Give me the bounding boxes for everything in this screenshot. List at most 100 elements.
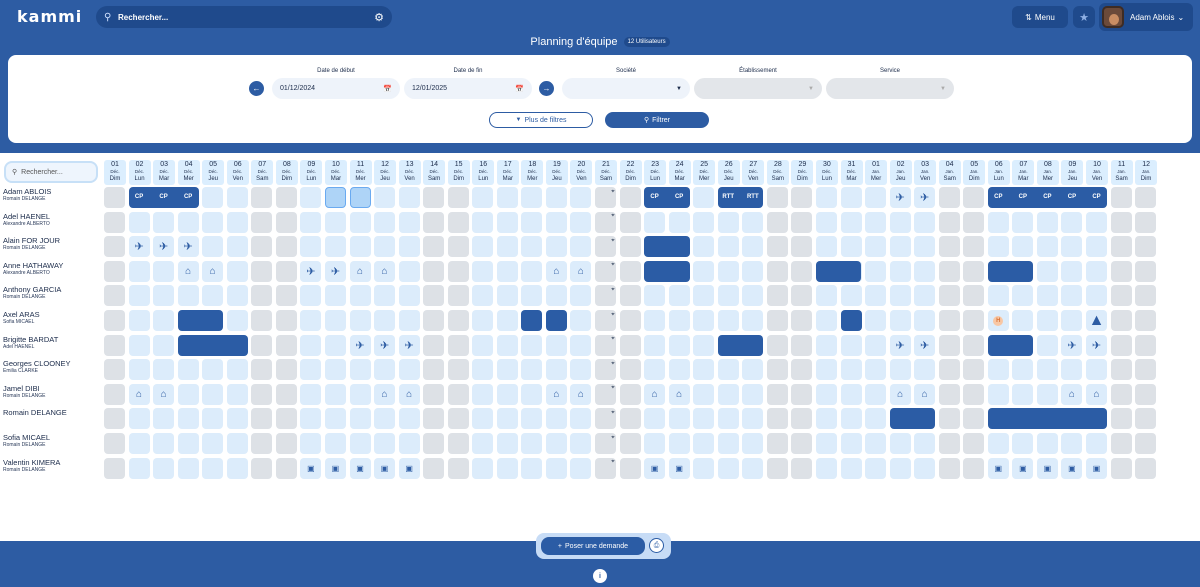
day-cell[interactable] [1012,285,1034,307]
day-cell[interactable] [570,211,592,233]
day-cell[interactable] [128,433,150,454]
pin-icon[interactable]: ⌖ [611,360,615,367]
day-cell[interactable] [423,310,445,331]
day-cell[interactable] [914,187,936,208]
day-cell[interactable] [1135,187,1157,208]
day-cell[interactable] [398,359,420,381]
day-cell[interactable] [1061,433,1083,454]
day-cell[interactable] [275,334,297,356]
day-cell[interactable] [300,383,322,405]
day-cell[interactable] [717,433,739,454]
day-cell[interactable] [766,408,788,430]
day-cell[interactable] [104,310,125,331]
absence-block[interactable] [644,236,690,258]
info-button[interactable]: i [593,569,607,583]
absence-block[interactable] [177,334,248,356]
day-cell[interactable] [128,236,150,258]
day-cell[interactable] [1135,433,1157,454]
day-cell[interactable] [202,187,224,208]
day-cell[interactable] [668,285,690,307]
day-cell[interactable] [815,211,837,233]
day-cell[interactable] [815,187,837,208]
day-cell[interactable] [496,310,518,331]
day-cell[interactable] [545,433,567,454]
day-cell[interactable] [472,334,494,356]
day-cell[interactable] [1086,236,1107,258]
day-cell[interactable] [177,236,199,258]
day-cell[interactable] [644,285,666,307]
day-cell[interactable] [570,457,592,479]
day-cell[interactable] [104,334,125,356]
favorites-button[interactable]: ★ [1073,6,1095,28]
day-cell[interactable] [472,285,494,307]
day-cell[interactable] [472,457,494,479]
day-cell[interactable] [693,260,715,282]
day-cell[interactable] [324,211,346,233]
day-cell[interactable] [619,383,641,405]
day-cell[interactable] [251,359,273,381]
day-cell[interactable] [128,260,150,282]
day-cell[interactable] [865,285,887,307]
day-cell[interactable] [1012,359,1034,381]
pin-icon[interactable]: ⌖ [611,409,615,416]
day-cell[interactable] [1110,285,1132,307]
global-search-input[interactable]: ⚲ Rechercher... ⚙ [96,6,392,28]
day-cell[interactable] [545,285,567,307]
day-cell[interactable] [619,285,641,307]
day-cell[interactable] [398,334,420,356]
day-cell[interactable] [717,408,739,430]
day-cell[interactable] [521,359,543,381]
day-cell[interactable] [840,408,862,430]
day-cell[interactable] [153,260,175,282]
day-cell[interactable] [398,211,420,233]
day-cell[interactable] [1110,260,1132,282]
day-cell[interactable] [472,260,494,282]
day-cell[interactable] [865,433,887,454]
day-cell[interactable] [1061,285,1083,307]
day-cell[interactable] [545,383,567,405]
day-cell[interactable] [226,211,248,233]
app-logo[interactable]: kammi [17,7,83,26]
day-cell[interactable] [717,383,739,405]
day-cell[interactable] [300,310,322,331]
day-cell[interactable] [226,285,248,307]
day-cell[interactable] [104,433,125,454]
day-cell[interactable] [496,260,518,282]
day-cell[interactable] [742,433,764,454]
day-cell[interactable] [447,408,469,430]
day-cell[interactable] [300,408,322,430]
day-cell[interactable] [668,408,690,430]
day-cell[interactable] [595,285,616,307]
user-name[interactable]: Adam ABLOIS [3,187,52,196]
day-cell[interactable] [644,359,666,381]
day-cell[interactable] [177,457,199,479]
day-cell[interactable] [374,383,396,405]
day-cell[interactable] [104,236,125,258]
day-cell[interactable] [1036,359,1058,381]
day-cell[interactable] [987,457,1009,479]
day-cell[interactable] [766,334,788,356]
day-cell[interactable] [1135,457,1157,479]
day-cell[interactable] [104,408,125,430]
day-cell[interactable] [300,359,322,381]
day-cell[interactable] [570,433,592,454]
day-cell[interactable] [791,433,813,454]
day-cell[interactable] [766,359,788,381]
day-cell[interactable] [963,236,985,258]
day-cell[interactable] [398,383,420,405]
day-cell[interactable] [619,334,641,356]
day-cell[interactable] [815,359,837,381]
day-cell[interactable] [324,187,346,208]
day-cell[interactable] [644,457,666,479]
day-cell[interactable] [423,187,445,208]
day-cell[interactable] [570,236,592,258]
day-cell[interactable] [374,187,396,208]
absence-block[interactable] [644,260,690,282]
day-cell[interactable] [693,334,715,356]
day-cell[interactable] [521,187,543,208]
calendar-icon[interactable]: 📅 [515,85,524,93]
day-cell[interactable] [545,236,567,258]
day-cell[interactable] [202,408,224,430]
day-cell[interactable] [791,359,813,381]
day-cell[interactable] [1086,211,1107,233]
